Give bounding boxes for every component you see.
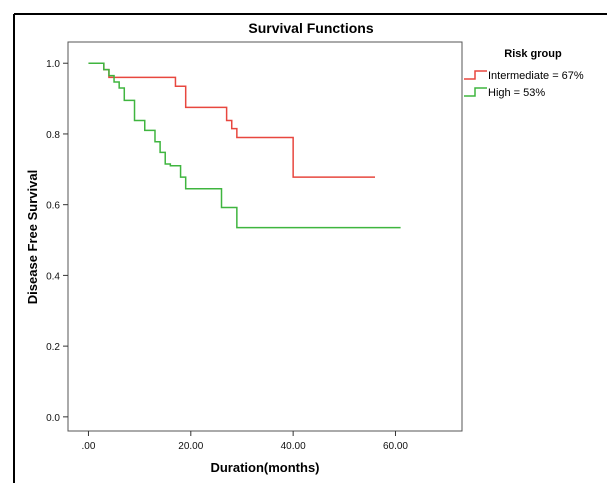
series-line-high <box>88 62 401 229</box>
y-tick-label: 0.6 <box>46 201 60 212</box>
legend-swatch-high <box>464 87 487 97</box>
y-axis-label: Disease Free Survival <box>25 170 40 304</box>
x-tick-label: 60.00 <box>383 441 408 452</box>
x-tick-label: 20.00 <box>178 441 203 452</box>
x-tick-label: .00 <box>82 441 96 452</box>
y-tick-label: 0.8 <box>46 130 60 141</box>
series-line-intermediate <box>88 62 376 178</box>
y-tick-label: 0.2 <box>46 342 60 353</box>
chart-title: Survival Functions <box>248 20 373 36</box>
x-tick-label: 40.00 <box>281 441 306 452</box>
legend-label-high: High = 53% <box>488 87 545 99</box>
y-tick-label: 0.0 <box>46 413 60 424</box>
plot-area <box>67 41 463 432</box>
legend-title: Risk group <box>504 48 562 60</box>
legend-swatch-intermediate <box>464 70 487 80</box>
x-axis-label: Duration(months) <box>210 460 319 475</box>
y-tick-label: 1.0 <box>46 59 60 70</box>
legend-label-intermediate: Intermediate = 67% <box>488 70 584 82</box>
y-tick-label: 0.4 <box>46 271 60 282</box>
